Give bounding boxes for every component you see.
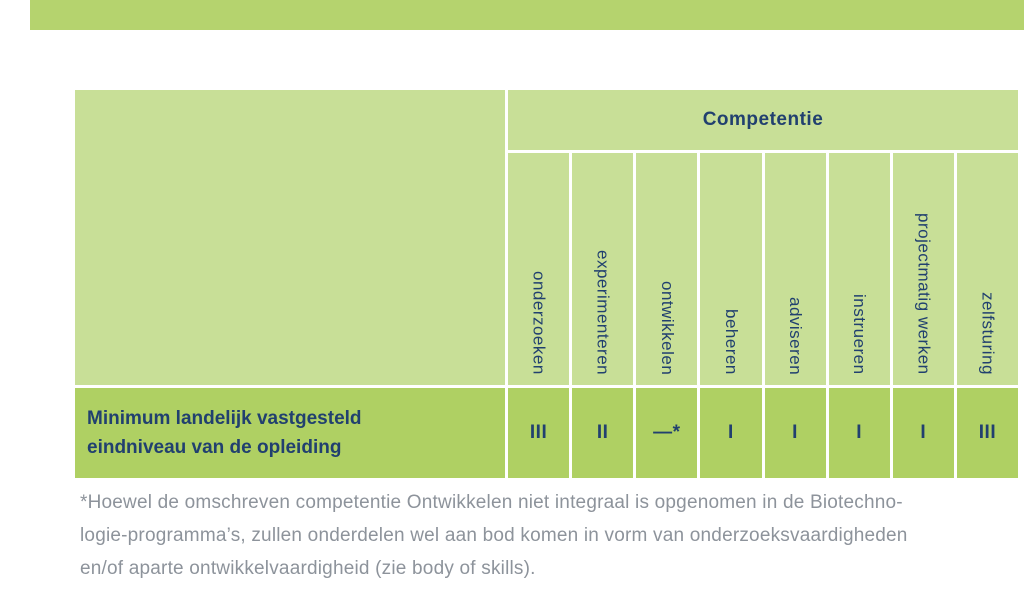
column-header-experimenteren: experimenteren [572, 153, 634, 385]
column-header-zelfsturing: zelfsturing [956, 153, 1018, 385]
value-adviseren: I [764, 388, 826, 478]
value-beheren: I [700, 388, 762, 478]
top-decorative-strip [30, 0, 1024, 30]
value-ontwikkelen: —* [636, 388, 698, 478]
column-header-label: ontwikkelen [657, 280, 677, 375]
column-header-beheren: beheren [700, 153, 762, 385]
competence-matrix-table: Competentie onderzoeken experimenteren o… [75, 90, 1018, 478]
column-header-onderzoeken: onderzoeken [508, 153, 570, 385]
row-label-line2: eindniveau van de opleiding [87, 437, 342, 458]
row-label-line1: Minimum landelijk vastgesteld [87, 408, 362, 429]
table-corner-cell [75, 90, 505, 385]
column-header-label: projectmatig werken [914, 213, 934, 375]
row-label-minimum-eindniveau: Minimum landelijk vastgesteld eindniveau… [75, 388, 505, 478]
column-header-label: beheren [721, 309, 741, 375]
column-header-label: adviseren [786, 296, 806, 375]
value-projectmatig-werken: I [892, 388, 954, 478]
column-header-label: experimenteren [593, 249, 613, 375]
footnote: *Hoewel de omschreven competentie Ontwik… [80, 486, 1024, 585]
value-zelfsturing: III [956, 388, 1018, 478]
column-header-instrueren: instrueren [828, 153, 890, 385]
competentie-header: Competentie [508, 90, 1018, 150]
column-header-label: onderzoeken [529, 271, 549, 375]
column-header-projectmatig-werken: projectmatig werken [892, 153, 954, 385]
value-instrueren: I [828, 388, 890, 478]
footnote-line2: logie-programma’s, zullen onderdelen wel… [80, 525, 908, 546]
value-experimenteren: II [572, 388, 634, 478]
footnote-line1: *Hoewel de omschreven competentie Ontwik… [80, 492, 903, 513]
value-onderzoeken: III [508, 388, 570, 478]
column-header-label: zelfsturing [978, 292, 998, 375]
column-header-ontwikkelen: ontwikkelen [636, 153, 698, 385]
footnote-line3: en/of aparte ontwikkelvaardigheid (zie b… [80, 558, 536, 579]
column-header-adviseren: adviseren [764, 153, 826, 385]
column-header-label: instrueren [850, 294, 870, 375]
